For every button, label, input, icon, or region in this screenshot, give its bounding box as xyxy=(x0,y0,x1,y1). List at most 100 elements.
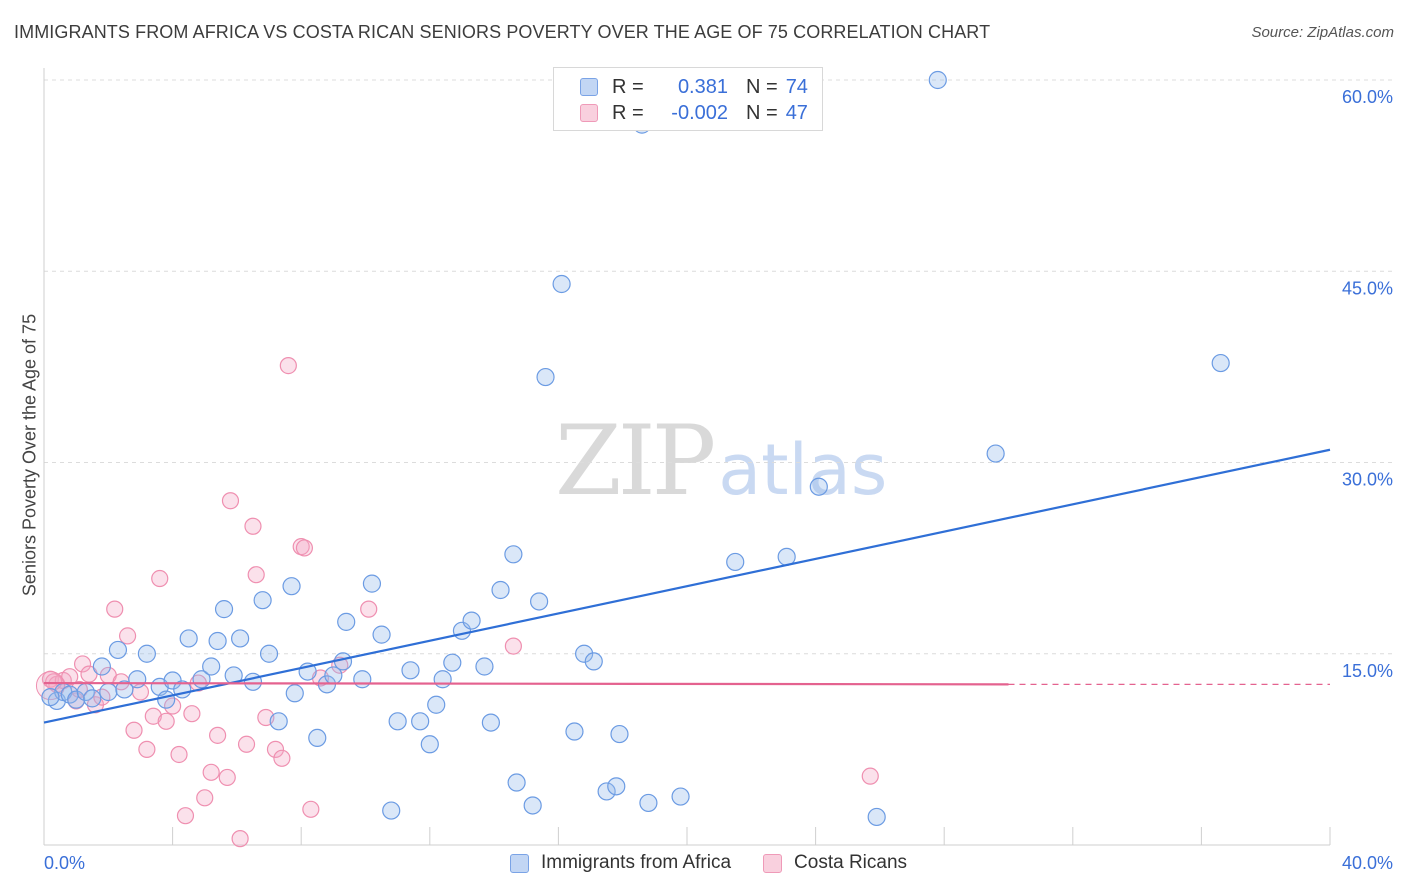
chart-title: IMMIGRANTS FROM AFRICA VS COSTA RICAN SE… xyxy=(14,22,991,42)
africa-point xyxy=(388,712,407,731)
africa-points xyxy=(41,70,1230,827)
africa-point xyxy=(504,545,523,564)
africa-point xyxy=(536,367,555,387)
africa-point xyxy=(507,773,526,792)
legend-row-africa: R = 0.381 N = 74 xyxy=(580,74,808,100)
africa-point xyxy=(523,796,542,815)
axes xyxy=(43,68,1331,846)
africa-point xyxy=(671,787,690,806)
legend-label-costa: Costa Ricans xyxy=(794,852,908,873)
africa-point xyxy=(137,644,156,663)
africa-point xyxy=(83,689,102,708)
series-legend: Immigrants from Africa Costa Ricans xyxy=(510,852,939,874)
costa-ricans-point xyxy=(244,517,262,535)
costa-ricans-point xyxy=(302,800,320,818)
source-label: Source: ZipAtlas.com xyxy=(1251,24,1394,41)
africa-point xyxy=(128,670,147,689)
costa-ricans-point xyxy=(861,767,879,785)
costa-ricans-point xyxy=(231,830,249,848)
legend-item-africa[interactable]: Immigrants from Africa xyxy=(510,852,731,874)
costa-ricans-point xyxy=(73,655,92,673)
y-tick-label: 30.0% xyxy=(1342,470,1393,490)
africa-point xyxy=(382,801,401,820)
costa-ricans-point xyxy=(218,768,236,787)
legend-item-costa[interactable]: Costa Ricans xyxy=(763,852,907,874)
africa-point xyxy=(986,444,1005,463)
costa-ricans-points xyxy=(35,357,879,848)
legend-r-value: 0.381 xyxy=(677,75,728,98)
africa-point xyxy=(308,728,327,748)
africa-point xyxy=(462,611,481,630)
africa-point xyxy=(253,591,272,610)
x-tick-label: 40.0% xyxy=(1342,853,1393,873)
africa-point xyxy=(231,629,250,648)
costa-ricans-point xyxy=(202,763,220,781)
costa-ricans-point xyxy=(170,745,188,764)
africa-point xyxy=(92,657,111,676)
legend-n-label: N = xyxy=(746,101,778,124)
africa-point xyxy=(420,735,439,754)
africa-point xyxy=(607,777,626,796)
africa-point xyxy=(1211,353,1230,373)
africa-point xyxy=(214,600,234,619)
africa-point xyxy=(269,712,288,731)
africa-point xyxy=(597,782,616,801)
africa-point xyxy=(243,672,263,691)
costa-ricans-point xyxy=(144,707,162,725)
costa-ricans-point xyxy=(221,492,240,510)
costa-ricans-point xyxy=(273,749,291,767)
africa-point xyxy=(157,690,176,709)
africa-point xyxy=(475,657,494,676)
africa-point xyxy=(115,680,134,699)
zipatlas-watermark: ZIPatlas xyxy=(555,405,887,517)
africa-point xyxy=(67,690,86,709)
africa-point xyxy=(639,793,658,813)
africa-legend-icon xyxy=(510,853,529,873)
africa-point xyxy=(179,629,198,648)
costa-ricans-point xyxy=(151,569,169,588)
africa-point xyxy=(530,592,549,611)
x-tick-label: 0.0% xyxy=(44,853,85,873)
trend-lines xyxy=(43,448,1331,724)
africa-point xyxy=(867,807,886,827)
africa-point xyxy=(208,631,227,651)
costa-ricans-point xyxy=(209,726,227,744)
africa-point xyxy=(337,612,356,631)
costa-ricans-point xyxy=(279,357,297,375)
africa-point xyxy=(108,640,128,660)
costa-ricans-point xyxy=(106,600,124,618)
y-axis-label: Seniors Poverty Over the Age of 75 xyxy=(19,313,40,597)
africa-point xyxy=(362,574,382,593)
watermark-zip: ZIP xyxy=(555,405,716,517)
africa-point xyxy=(491,580,510,600)
legend-n-value: 47 xyxy=(785,101,808,124)
africa-point xyxy=(610,724,629,744)
africa-point xyxy=(372,625,391,644)
africa-point xyxy=(433,670,452,689)
costa-legend-icon xyxy=(763,853,783,873)
costa-swatch-icon xyxy=(580,104,598,122)
africa-point xyxy=(41,687,60,707)
y-tick-label: 60.0% xyxy=(1342,87,1393,107)
africa-point xyxy=(411,712,430,731)
africa-point xyxy=(99,682,118,702)
watermark-atlas: atlas xyxy=(718,429,888,511)
costa-ricans-point xyxy=(196,789,214,807)
costa-ricans-point xyxy=(125,721,143,739)
costa-ricans-point xyxy=(138,740,156,758)
y-tick-label: 45.0% xyxy=(1342,278,1393,298)
africa-point xyxy=(427,695,446,714)
africa-point xyxy=(565,722,584,741)
grid-lines xyxy=(44,79,1392,655)
legend-n-label: N = xyxy=(746,75,778,98)
costa-ricans-point xyxy=(360,600,378,618)
y-tick-label: 15.0% xyxy=(1342,661,1393,681)
costa-ricans-point xyxy=(247,566,265,584)
costa-ricans-point xyxy=(157,712,175,730)
africa-point xyxy=(809,477,828,496)
legend-r-label: R = xyxy=(612,101,644,124)
costa-ricans-point xyxy=(176,807,195,825)
costa-ricans-point xyxy=(183,705,201,723)
costa-ricans-point xyxy=(237,735,256,753)
correlation-legend: R = 0.381 N = 74 R = -0.002 N = 47 xyxy=(553,67,823,131)
